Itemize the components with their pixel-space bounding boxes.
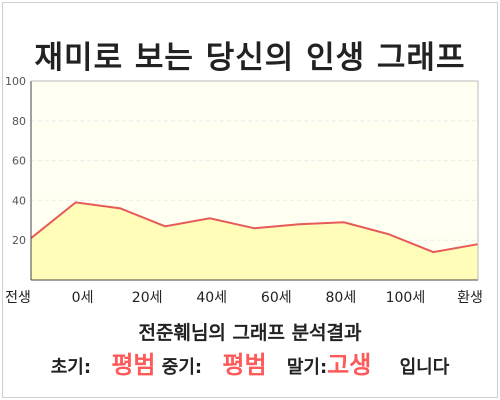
x-tick-label: 40세: [196, 290, 227, 306]
early-stage-value: 평범: [111, 351, 156, 379]
life-area-fill: [31, 202, 478, 280]
y-tick-label: 80: [12, 115, 26, 128]
late-stage-value: 고생: [327, 351, 372, 379]
x-tick-label: 80세: [326, 290, 357, 306]
page-title: 재미로 보는 당신의 인생 그래프: [34, 40, 466, 76]
analysis-caption: 전준훼님의 그래프 분석결과: [138, 322, 362, 344]
life-line: [30, 201, 479, 254]
y-tick-label: 20: [12, 234, 26, 247]
x-tick-label: 전생: [5, 290, 31, 306]
early-stage-label: 초기:: [50, 357, 92, 378]
y-tick-label: 40: [12, 194, 26, 207]
y-tick-label: 60: [12, 155, 26, 168]
x-tick-label: 100세: [386, 290, 426, 306]
y-tick-labels: 20 40 60 80 100: [5, 75, 26, 247]
x-tick-labels: 전생 0세 20세 40세 60세 80세 100세 환생: [5, 290, 483, 306]
middle-stage-label: 중기:: [161, 357, 203, 378]
stage-summary: 초기: 평범 중기: 평범 말기:고생 입니다: [0, 345, 500, 380]
stage-suffix: 입니다: [399, 357, 450, 378]
x-tick-label: 0세: [72, 290, 94, 306]
x-tick-label: 20세: [132, 290, 163, 306]
late-stage-label: 말기:: [286, 357, 328, 378]
x-tick-label: 60세: [261, 290, 292, 306]
middle-stage-value: 평범: [222, 351, 267, 379]
y-tick-label: 100: [5, 75, 26, 88]
x-tick-label: 환생: [457, 290, 483, 306]
